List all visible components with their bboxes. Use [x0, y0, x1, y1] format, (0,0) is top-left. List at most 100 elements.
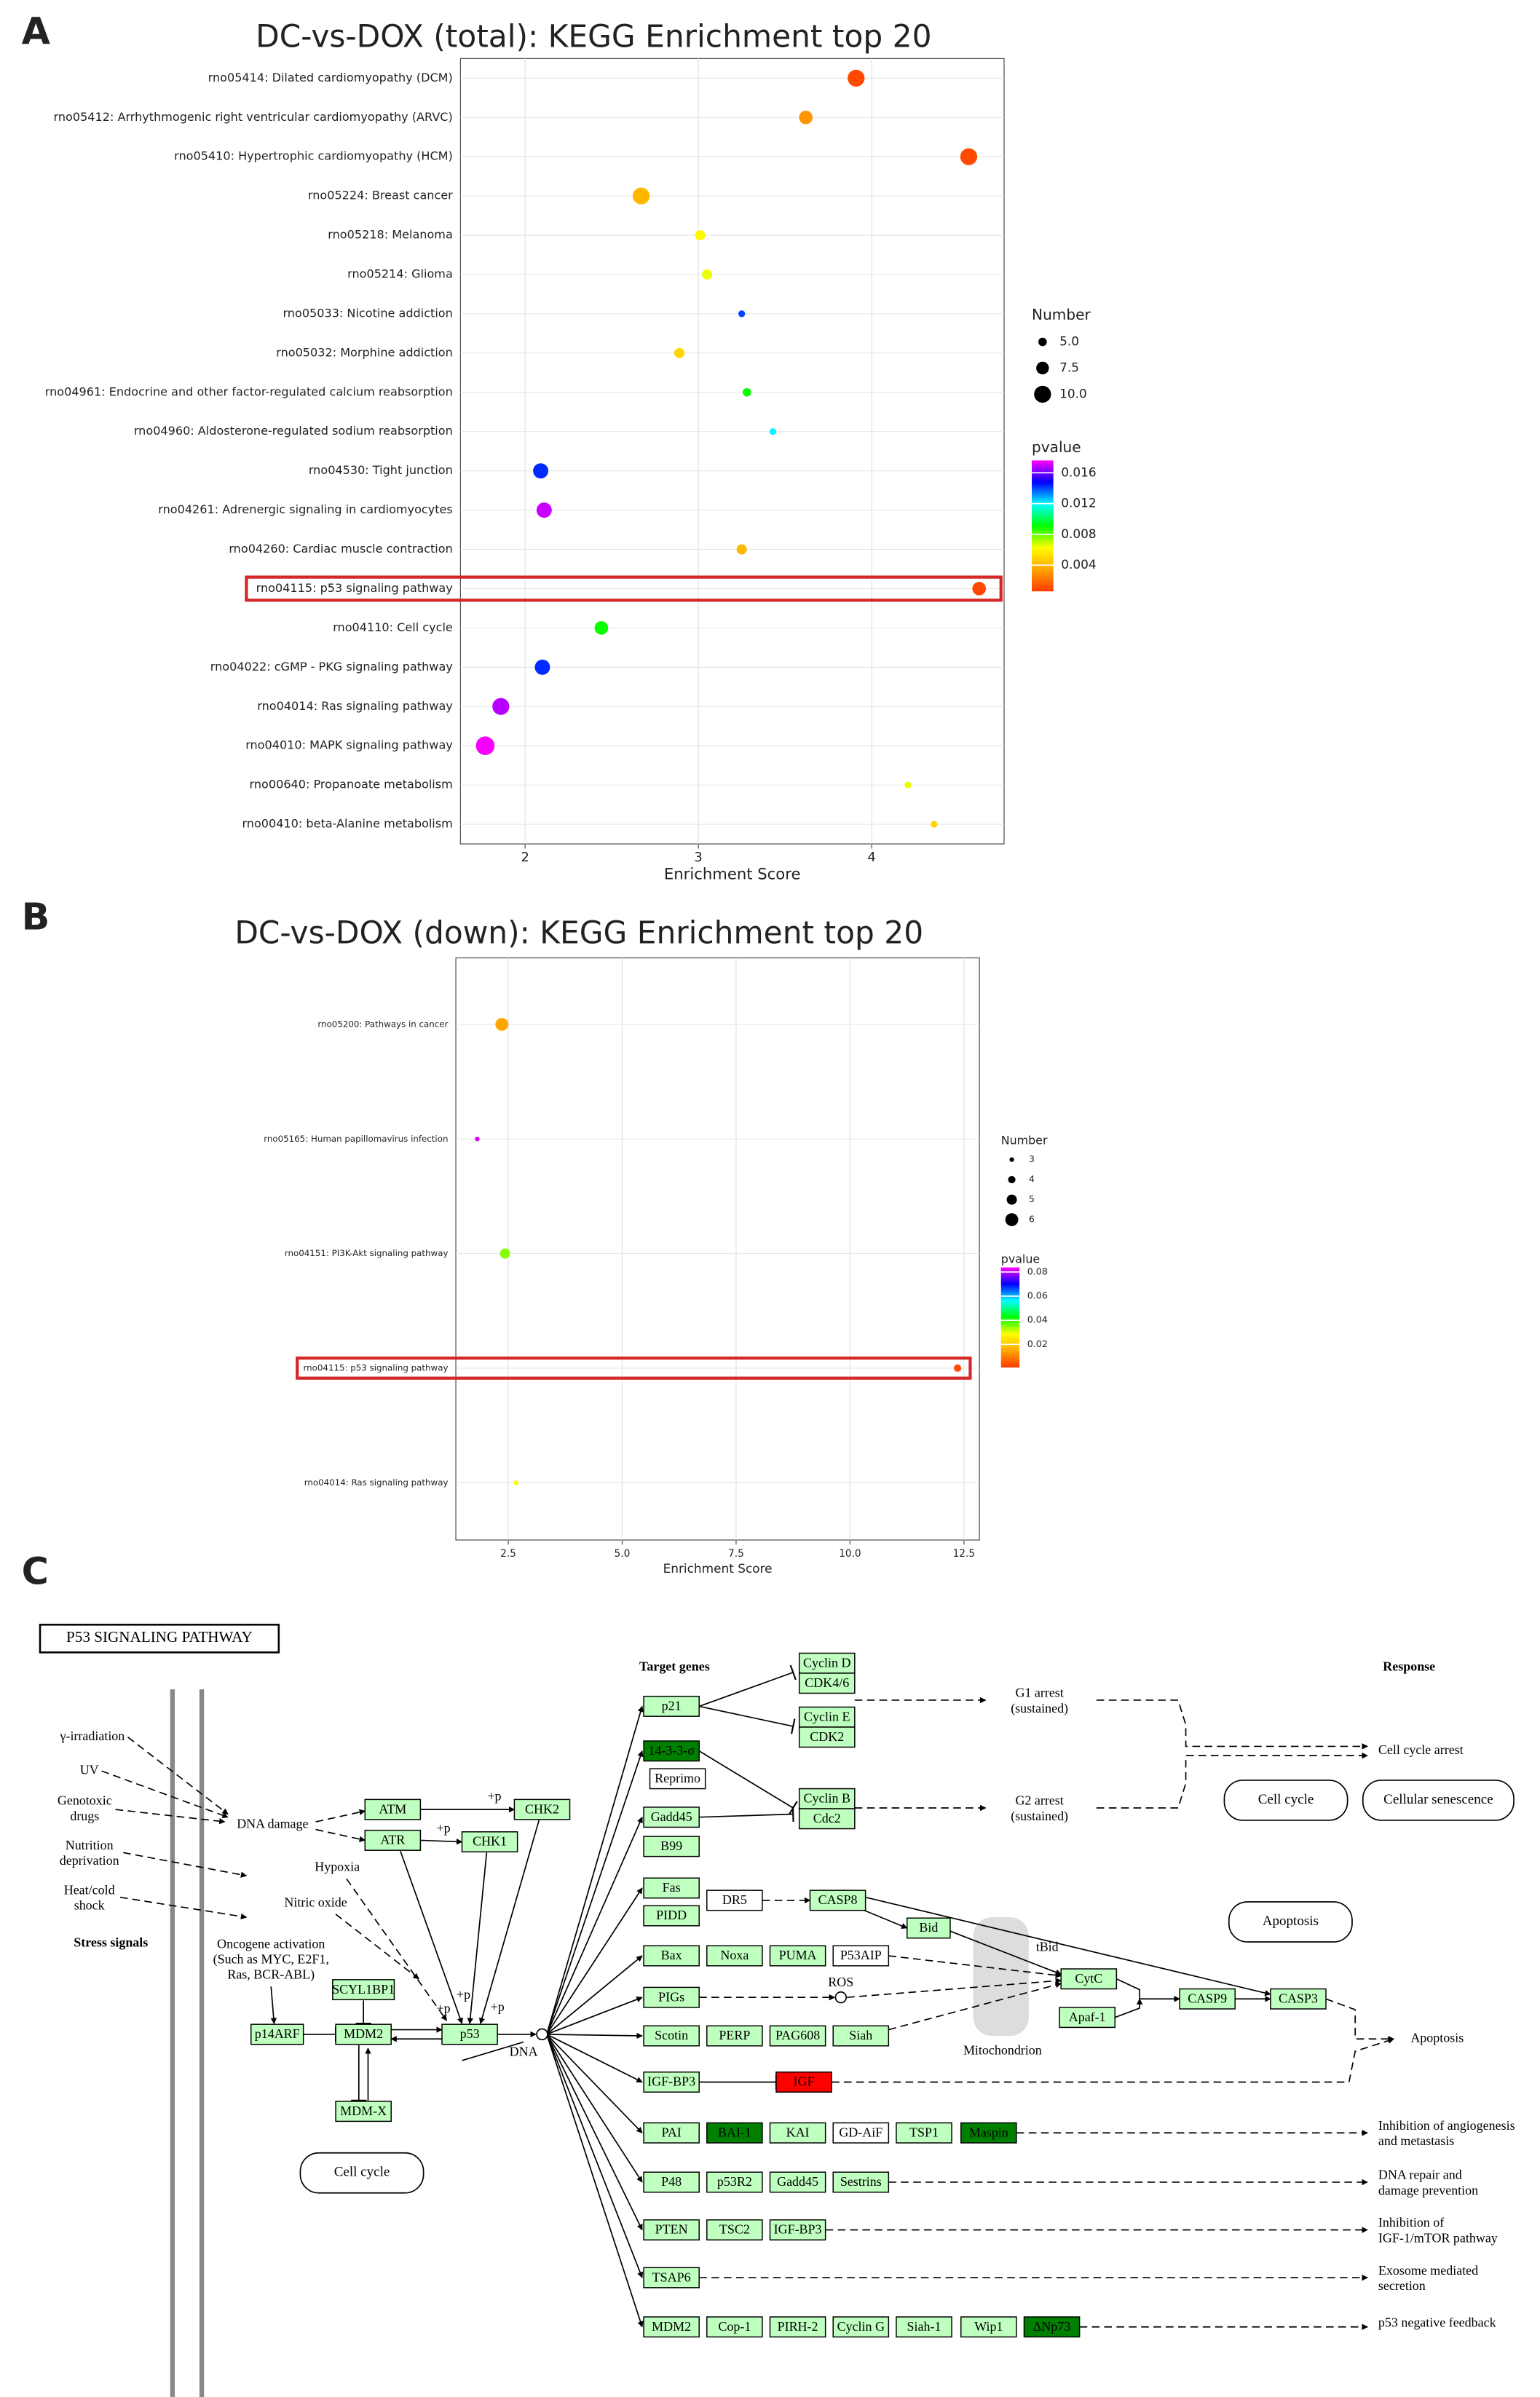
- diagram-label: DNA: [510, 2044, 538, 2058]
- gene-box: [960, 2122, 1017, 2144]
- diagram-label: drugs: [70, 1809, 99, 1823]
- diagram-label: Target genes: [639, 1659, 710, 1674]
- data-point: [534, 659, 550, 675]
- gene-box: [960, 2316, 1017, 2338]
- edge: [546, 1705, 644, 2035]
- gene-label: Cdc2: [813, 1811, 841, 1825]
- gene-label: Sestrins: [840, 2174, 882, 2189]
- gene-box: [896, 2122, 952, 2144]
- edge: [546, 2032, 643, 2039]
- diagram-title: P53 SIGNALING PATHWAY: [66, 1628, 253, 1646]
- y-tick-label: rno04961: Endocrine and other factor-reg…: [45, 384, 453, 398]
- diagram-label: Nutrition: [66, 1838, 114, 1852]
- gene-label: PAI: [661, 2125, 681, 2139]
- gene-label: TSP1: [909, 2125, 939, 2139]
- y-tick-label: rno05214: Glioma: [347, 267, 453, 281]
- gene-label: GD-AiF: [839, 2125, 882, 2139]
- panel-label: B: [22, 896, 50, 939]
- diagram-label: shock: [74, 1898, 105, 1912]
- x-tick-label: 7.5: [728, 1548, 744, 1560]
- diagram-label: (Such as MYC, E2F1,: [213, 1952, 329, 1967]
- gene-box: [643, 1945, 700, 1967]
- gene-label: PERP: [719, 2028, 750, 2042]
- edge: [115, 1809, 226, 1825]
- colorbar-label: 0.012: [1061, 496, 1096, 510]
- plot-area: [455, 957, 980, 1541]
- legend-title: pvalue: [1032, 438, 1081, 456]
- gene-label: KAI: [786, 2125, 810, 2139]
- gene-label: Fas: [663, 1880, 681, 1895]
- diagram-label: +p: [437, 2001, 451, 2015]
- inhibition-edge: [698, 1672, 794, 1707]
- data-point: [475, 736, 495, 755]
- x-tick-label: 3: [694, 850, 702, 865]
- gene-label: Maspin: [969, 2125, 1008, 2139]
- y-tick-label: rno04010: MAPK signaling pathway: [245, 738, 453, 752]
- diagram-label: +p: [437, 1821, 451, 1836]
- gene-box: [643, 1740, 700, 1762]
- edge: [420, 1839, 463, 1845]
- gene-label: CASP8: [818, 1892, 858, 1907]
- colorbar-label: 0.04: [1027, 1314, 1048, 1325]
- gene-label: CASP3: [1279, 1991, 1318, 2005]
- inhibition-edge: [699, 1705, 794, 1727]
- gene-box: [1179, 1988, 1236, 2010]
- legend-size-key: [1005, 1213, 1019, 1226]
- gene-label: P48: [661, 2174, 682, 2189]
- gene-box: [809, 1889, 866, 1911]
- colorbar-label: 0.08: [1027, 1265, 1048, 1276]
- gene-label: Siah: [849, 2028, 872, 2042]
- gene-box: [775, 2071, 832, 2093]
- gene-box: [769, 2122, 826, 2144]
- colorbar-label: 0.004: [1061, 557, 1096, 572]
- diagram-label: (sustained): [1011, 1701, 1068, 1716]
- gene-box: [643, 2316, 700, 2338]
- gene-box: [364, 1798, 422, 1820]
- legend-size-label: 6: [1029, 1214, 1035, 1225]
- gene-box: [643, 1986, 700, 2008]
- edge: [862, 1908, 908, 1929]
- gene-box: [798, 1673, 856, 1694]
- gene-label: p21: [662, 1699, 682, 1713]
- gene-box: [643, 1905, 700, 1927]
- colorbar-label: 0.008: [1061, 526, 1096, 541]
- diagram-label: secretion: [1378, 2278, 1426, 2293]
- gene-box: [643, 1836, 700, 1857]
- edge: [832, 2037, 1394, 2083]
- inhibition-edge: [699, 1813, 794, 1818]
- gene-box: [832, 2171, 890, 2193]
- gene-box: [896, 2316, 952, 2338]
- gene-box: [364, 1829, 422, 1851]
- gene-box: [706, 1889, 763, 1911]
- legend-size-label: 7.5: [1059, 360, 1079, 374]
- gene-box: [769, 1945, 826, 1967]
- data-point: [848, 69, 865, 87]
- data-point: [736, 544, 747, 555]
- gene-box: [461, 1831, 518, 1853]
- data-point: [702, 269, 713, 280]
- diagram-label: damage prevention: [1378, 2183, 1478, 2197]
- legend-size-label: 3: [1029, 1153, 1035, 1164]
- legend-size-label: 5: [1029, 1193, 1035, 1204]
- edge: [546, 1996, 643, 2035]
- gene-label: CDK4/6: [805, 1675, 849, 1690]
- gene-box: [643, 2267, 700, 2289]
- diagram-label: (sustained): [1011, 1809, 1068, 1824]
- gene-box: [798, 1706, 856, 1728]
- mitochondrion: [973, 1917, 1029, 2037]
- gene-box: [1060, 1968, 1118, 1990]
- gene-label: Siah-1: [907, 2319, 941, 2334]
- legend-size-label: 10.0: [1059, 386, 1087, 400]
- gene-box: [832, 1945, 890, 1967]
- gene-box: [798, 1726, 856, 1748]
- diagram-label: and metastasis: [1378, 2133, 1454, 2148]
- gene-box: [906, 1917, 951, 1939]
- diagram-label: +p: [487, 1788, 501, 1803]
- diagram-label: Apoptosis: [1410, 2030, 1464, 2045]
- rounded-box-label: Apoptosis: [1263, 1914, 1319, 1929]
- dna-node: [536, 2028, 548, 2041]
- data-point: [513, 1480, 518, 1485]
- y-tick-label: rno04022: cGMP - PKG signaling pathway: [210, 660, 454, 674]
